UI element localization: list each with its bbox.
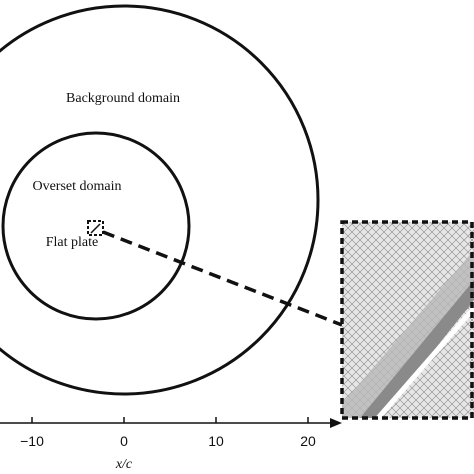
overset-label: Overset domain — [32, 179, 121, 194]
zoom-leader — [102, 230, 343, 327]
plate-label: Flat plate — [46, 235, 99, 250]
tick-label: 0 — [120, 433, 128, 449]
overset-domain — [1, 131, 191, 321]
tick-label: 20 — [300, 433, 316, 449]
background-domain — [0, 4, 320, 396]
zoom-view — [342, 222, 474, 418]
plate-box — [87, 220, 104, 236]
zoom-frame — [340, 220, 474, 420]
plate — [90, 223, 101, 234]
axis-arrow — [330, 418, 342, 428]
background-label: Background domain — [66, 91, 180, 106]
x-axis-label: x/c — [115, 457, 133, 472]
tick-label: −10 — [20, 433, 44, 449]
tick-label: 10 — [208, 433, 224, 449]
